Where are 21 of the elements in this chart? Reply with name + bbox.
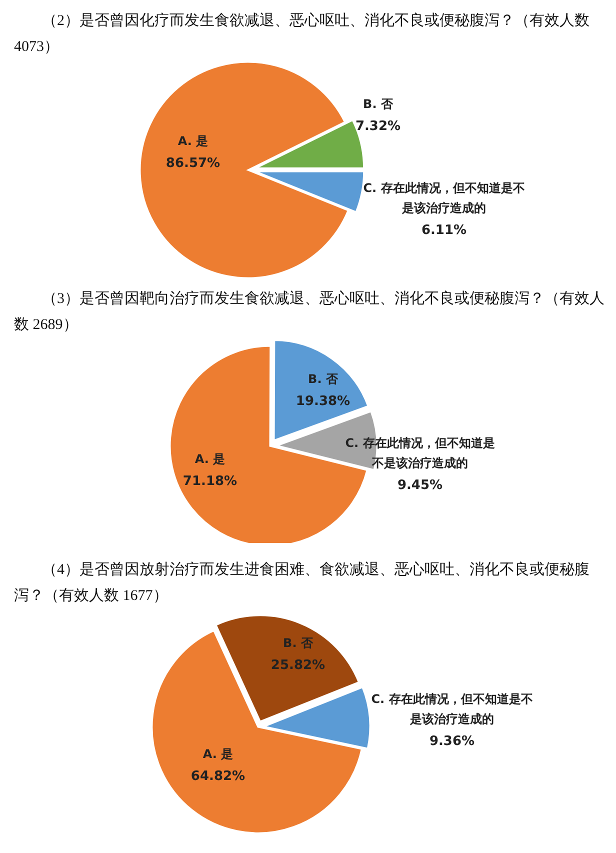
data-label: 71.18% [182,474,238,489]
slice-label: B. 否 [283,636,314,650]
data-label: 64.82% [190,769,246,784]
chart-title: （4）是否曾因放射治疗而发生进食困难、食欲减退、恶心呕吐、消化不良或便秘腹泻？（有效人数 1677） [13,560,590,606]
data-label: 6.11% [421,223,467,238]
slice-label: C. 存在此情况，但不知道是不是该治疗造成的 [345,436,495,470]
data-label: 86.57% [166,156,220,171]
data-label: 9.36% [429,734,475,749]
data-label: 25.82% [270,658,326,673]
data-label: 19.38% [296,394,350,409]
slice-label: A. 是 [194,452,226,466]
slice-label: C. 存在此情况，但不知道是不是该治疗造成的 [371,692,533,726]
slice-label: C. 存在此情况，但不知道是不是该治疗造成的 [363,181,525,215]
slice-label: B. 否 [308,372,339,386]
slice-label: A. 是 [178,134,208,148]
slice-label: A. 是 [202,747,234,761]
slice-label: B. 否 [363,97,394,111]
chart-title: （2）是否曾因化疗而发生食欲减退、恶心呕吐、消化不良或便秘腹泻？（有效人数 4073） [13,11,590,57]
data-label: 7.32% [355,119,401,134]
data-label: 9.45% [397,478,443,493]
chart-title: （3）是否曾因靶向治疗而发生食欲减退、恶心呕吐、消化不良或便秘腹泻？（有效人数 2689） [13,289,606,335]
